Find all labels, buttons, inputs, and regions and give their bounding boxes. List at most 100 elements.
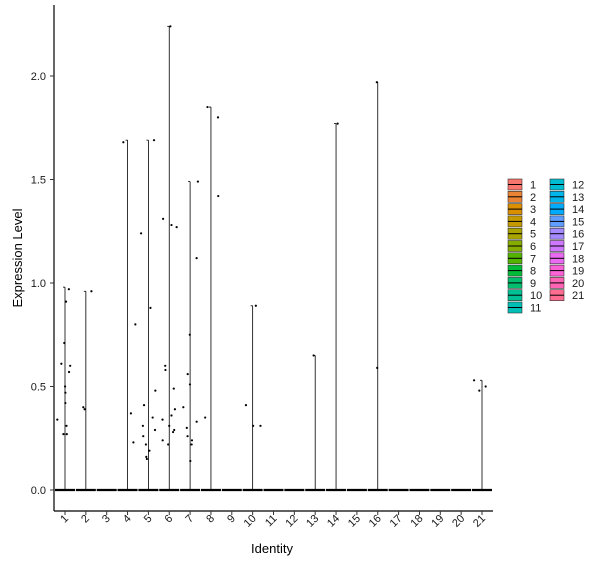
data-point (161, 217, 165, 220)
data-point (204, 416, 207, 419)
legend-item-14: 14 (549, 203, 584, 216)
x-tick-label: 12 (283, 513, 300, 530)
data-point (189, 459, 192, 463)
legend-label: 6 (530, 241, 536, 253)
legend-label: 12 (572, 180, 584, 192)
data-point (164, 364, 167, 367)
data-point (254, 304, 257, 307)
data-point (63, 385, 67, 388)
y-tick-label: 0.0 (31, 485, 46, 497)
legend-label: 17 (572, 241, 584, 253)
legend-item-7: 7 (507, 252, 536, 265)
data-point (144, 443, 147, 446)
data-point (65, 433, 68, 436)
data-point (336, 122, 339, 125)
data-point (375, 81, 379, 84)
violin-14 (326, 123, 347, 492)
violin-16 (367, 81, 388, 492)
data-point (173, 428, 176, 432)
data-point (195, 257, 198, 260)
data-point (67, 288, 70, 291)
x-tick-label: 20 (450, 513, 467, 530)
data-point (376, 366, 379, 369)
data-point (171, 430, 175, 434)
data-point (122, 141, 125, 144)
legend-label: 18 (572, 253, 584, 265)
data-point (142, 404, 146, 407)
legend-label: 5 (530, 229, 536, 241)
x-tick-label: 16 (367, 513, 384, 530)
legend-label: 13 (572, 192, 584, 204)
data-point (217, 194, 220, 198)
x-tick-label: 17 (388, 513, 405, 530)
legend-item-3: 3 (507, 203, 536, 216)
legend-item-13: 13 (549, 191, 584, 204)
legend-item-12: 12 (549, 178, 584, 192)
data-point (56, 418, 59, 421)
data-point (145, 457, 148, 461)
data-point (172, 387, 175, 390)
x-tick-label: 19 (429, 513, 446, 530)
axes: 0.00.51.01.52.01 2 3 4 5 6 7 8 9 10 11 12 13 14 15 16 17… (31, 5, 493, 530)
data-point (161, 418, 164, 421)
data-point (149, 306, 152, 309)
violin-4 (117, 139, 138, 492)
legend-item-6: 6 (507, 240, 536, 253)
violin-21 (472, 379, 492, 492)
legend-label: 10 (530, 290, 542, 302)
legend-item-5: 5 (507, 227, 536, 241)
legend-label: 8 (530, 266, 536, 278)
data-point (484, 385, 487, 388)
legend-label: 1 (530, 180, 536, 192)
x-tick-label: 10 (242, 513, 259, 530)
legend-label: 16 (572, 229, 584, 241)
data-point (148, 449, 151, 452)
data-point (182, 406, 185, 409)
data-point (152, 139, 156, 142)
data-point (161, 439, 164, 442)
legend-label: 15 (572, 216, 584, 228)
data-point (167, 443, 170, 446)
legend-item-4: 4 (507, 215, 536, 228)
legend-item-8: 8 (507, 264, 536, 278)
data-point (185, 426, 188, 429)
data-point (134, 323, 137, 326)
data-point (206, 105, 209, 109)
data-point (170, 414, 173, 417)
data-point (153, 428, 157, 432)
data-point (65, 424, 68, 427)
legend-label: 11 (530, 303, 541, 315)
violin-1 (55, 286, 75, 492)
violin-13 (305, 355, 326, 492)
data-point (151, 416, 154, 419)
legend-item-18: 18 (549, 252, 584, 265)
data-point (170, 223, 173, 227)
data-point (169, 25, 172, 28)
data-point (67, 370, 71, 374)
legend-label: 21 (572, 290, 584, 302)
y-tick-label: 1.5 (31, 175, 46, 187)
data-point (173, 408, 177, 411)
legend-item-20: 20 (549, 277, 584, 290)
data-point (186, 372, 189, 376)
data-point (216, 116, 220, 119)
legend-item-11: 11 (507, 301, 541, 315)
legend-label: 2 (530, 192, 536, 204)
data-point (64, 401, 67, 405)
data-point (312, 354, 315, 357)
data-point (83, 408, 86, 411)
data-point (142, 435, 145, 438)
data-point (168, 424, 171, 427)
data-point (175, 226, 178, 229)
data-point (132, 441, 135, 444)
data-point (252, 424, 255, 427)
x-tick-label: 14 (325, 513, 342, 530)
legend-item-9: 9 (507, 277, 536, 290)
violin-5 (138, 139, 159, 492)
x-axis-title: Identity (251, 541, 293, 556)
data-point (478, 389, 481, 392)
legend-label: 3 (530, 204, 536, 216)
legend-item-2: 2 (507, 191, 536, 204)
